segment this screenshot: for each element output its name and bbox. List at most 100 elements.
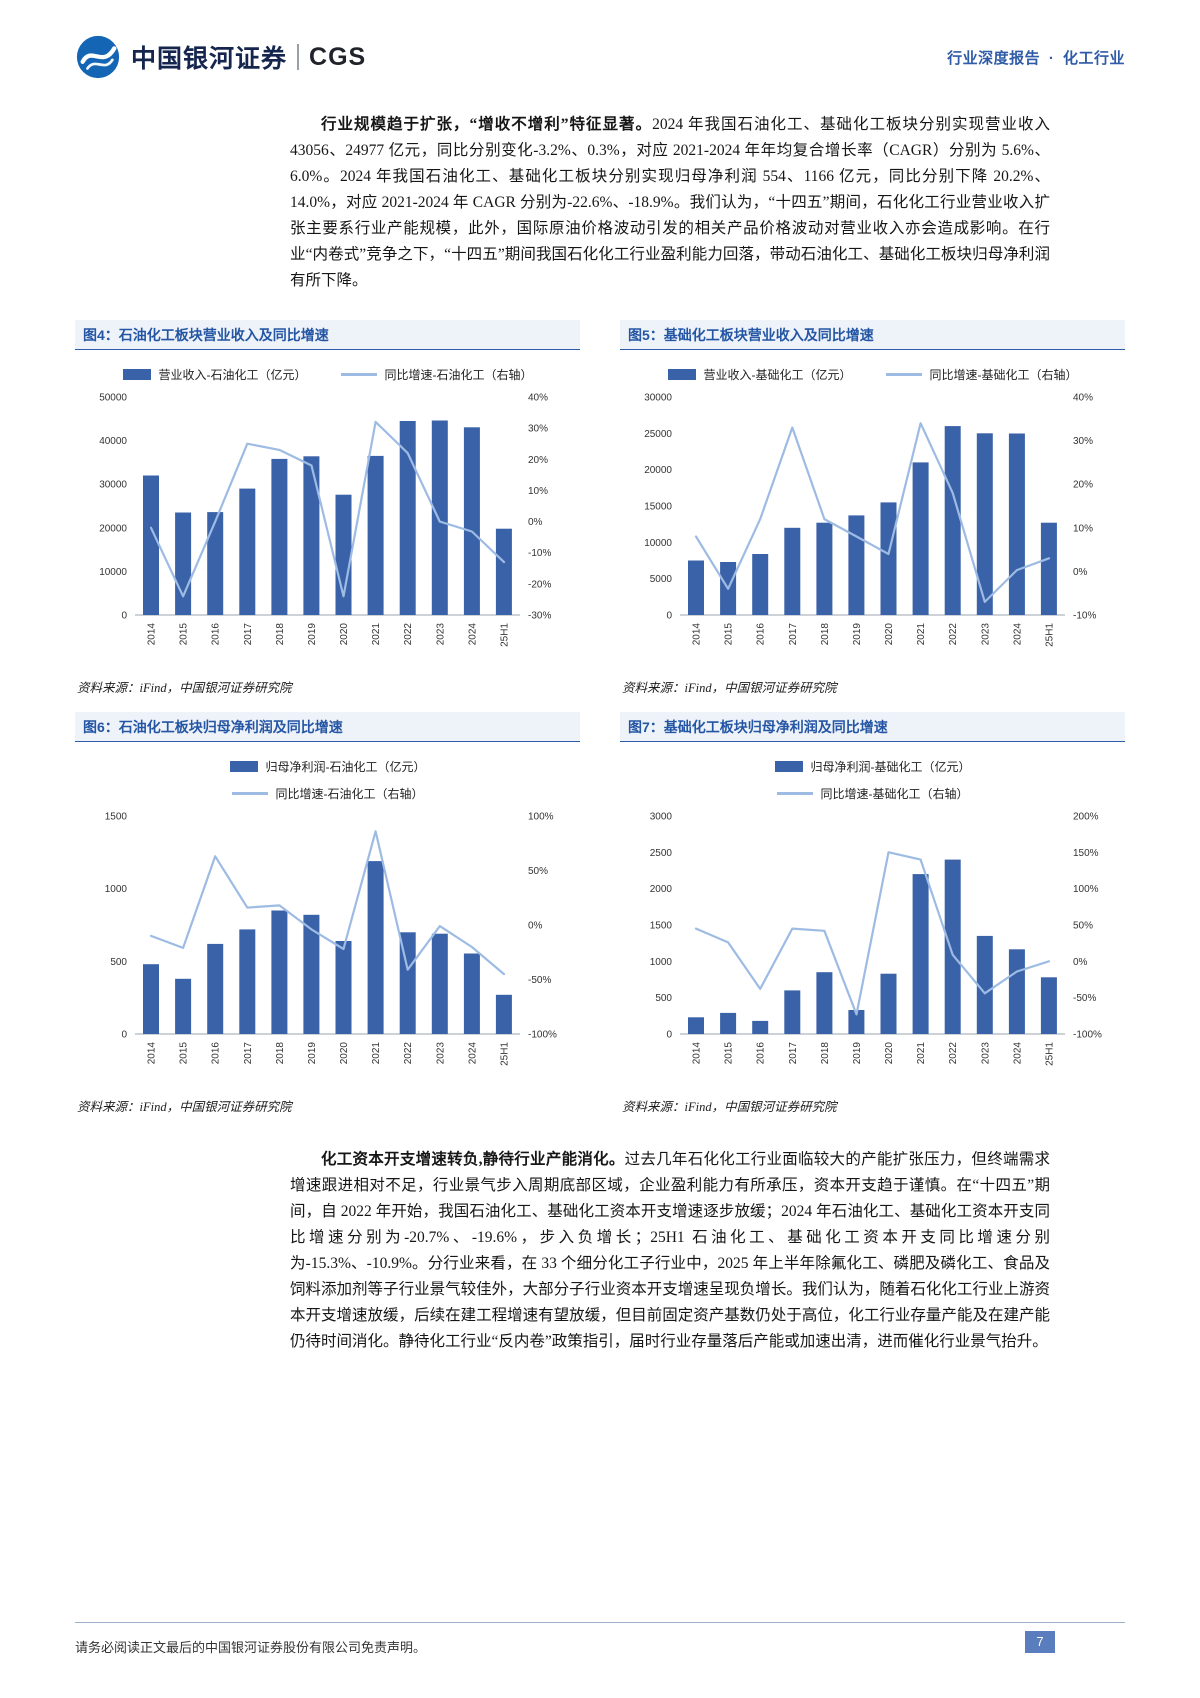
- svg-text:-30%: -30%: [528, 611, 551, 622]
- svg-text:2023: 2023: [980, 623, 991, 646]
- svg-text:2021: 2021: [916, 623, 927, 646]
- line-swatch-icon: [885, 373, 922, 376]
- brand-divider: [297, 44, 300, 70]
- figure-5-legend: 营业收入-基础化工（亿元） 同比增速-基础化工（右轴）: [620, 366, 1125, 383]
- figure-5-source: 资料来源：iFind，中国银河证券研究院: [622, 681, 837, 695]
- svg-text:2022: 2022: [403, 623, 414, 646]
- chart-canvas: 0 5000 10000 15000 20000 25000 30000 -10% 0% 10% 2…: [644, 393, 1096, 647]
- svg-text:30000: 30000: [644, 393, 672, 404]
- svg-text:2023: 2023: [435, 1042, 446, 1065]
- svg-text:2020: 2020: [339, 623, 350, 646]
- legend-item-line: 同比增速-基础化工（右轴）: [885, 366, 1078, 383]
- industry-label: 化工行业: [1062, 49, 1125, 67]
- svg-text:10000: 10000: [644, 538, 672, 549]
- svg-text:2019: 2019: [852, 1042, 863, 1065]
- figure-7-legend: 归母净利润-基础化工（亿元） 同比增速-基础化工（右轴）: [620, 758, 1125, 802]
- svg-text:0%: 0%: [1073, 567, 1088, 578]
- svg-text:20000: 20000: [99, 523, 127, 534]
- figure-4-source: 资料来源：iFind，中国银河证券研究院: [77, 681, 292, 695]
- legend-label: 营业收入-石油化工（亿元）: [158, 368, 307, 382]
- svg-text:2023: 2023: [435, 623, 446, 646]
- svg-text:1500: 1500: [650, 921, 673, 932]
- figure-6-chart: 0 500 1000 1500 -100% -50% 0% 50% 100% 2014 2015 20…: [75, 802, 580, 1092]
- svg-text:25H1: 25H1: [1044, 623, 1055, 647]
- svg-text:-100%: -100%: [528, 1030, 557, 1041]
- legend-item-line: 同比增速-石油化工（右轴）: [231, 785, 424, 802]
- bar-swatch-icon: [774, 761, 803, 772]
- galaxy-logo-icon: [75, 34, 121, 80]
- svg-text:2022: 2022: [948, 623, 959, 646]
- svg-text:20%: 20%: [1073, 480, 1093, 491]
- svg-text:2500: 2500: [650, 848, 673, 859]
- bar-swatch-icon: [667, 369, 696, 380]
- paragraph-1: 行业规模趋于扩张，“增收不增利”特征显著。2024 年我国石油化工、基础化工板块…: [290, 112, 1050, 294]
- svg-text:2019: 2019: [852, 623, 863, 646]
- svg-text:2024: 2024: [467, 623, 478, 646]
- figure-grid: 图4：石油化工板块营业收入及同比增速 营业收入-石油化工（亿元） 同比增速-石油化…: [75, 320, 1125, 1115]
- legend-item-line: 同比增速-基础化工（右轴）: [776, 785, 969, 802]
- svg-text:15000: 15000: [644, 502, 672, 513]
- svg-text:2018: 2018: [275, 1042, 286, 1065]
- svg-text:2018: 2018: [820, 1042, 831, 1065]
- legend-label: 同比增速-基础化工（右轴）: [929, 368, 1078, 382]
- svg-text:2021: 2021: [371, 623, 382, 646]
- svg-text:2021: 2021: [916, 1042, 927, 1065]
- svg-text:2020: 2020: [339, 1042, 350, 1065]
- svg-text:2015: 2015: [724, 623, 735, 646]
- svg-text:100%: 100%: [1073, 884, 1099, 895]
- svg-text:-50%: -50%: [1073, 993, 1096, 1004]
- dot-separator: ·: [1048, 49, 1055, 67]
- svg-text:2014: 2014: [692, 623, 703, 646]
- figure-5-chart: 0 5000 10000 15000 20000 25000 30000 -10% 0% 10% 2…: [620, 383, 1125, 673]
- svg-text:2019: 2019: [307, 623, 318, 646]
- svg-text:2017: 2017: [243, 623, 254, 646]
- line-swatch-icon: [231, 792, 268, 795]
- svg-text:3000: 3000: [650, 812, 673, 823]
- svg-text:0%: 0%: [528, 921, 543, 932]
- figure-6-source: 资料来源：iFind，中国银河证券研究院: [77, 1100, 292, 1114]
- svg-text:25H1: 25H1: [1044, 1042, 1055, 1066]
- report-type-label: 行业深度报告: [947, 49, 1041, 67]
- legend-label: 营业收入-基础化工（亿元）: [703, 368, 852, 382]
- figure-7-title: 图7：基础化工板块归母净利润及同比增速: [620, 712, 1125, 742]
- svg-text:50000: 50000: [99, 393, 127, 404]
- figure-7-chart: 0 500 1000 1500 2000 2500 3000 -100% -50% 0% 50% 10…: [620, 802, 1125, 1092]
- figure-6: 图6：石油化工板块归母净利润及同比增速 归母净利润-石油化工（亿元） 同比增速-石…: [75, 712, 580, 1115]
- svg-text:2000: 2000: [650, 884, 673, 895]
- svg-text:2016: 2016: [211, 623, 222, 646]
- svg-text:40%: 40%: [528, 393, 548, 404]
- svg-text:0: 0: [666, 1030, 672, 1041]
- figure-5: 图5：基础化工板块营业收入及同比增速 营业收入-基础化工（亿元） 同比增速-基础化…: [620, 320, 1125, 696]
- chart-canvas: 0 500 1000 1500 2000 2500 3000 -100% -50% 0% 50% 10…: [650, 812, 1102, 1066]
- legend-label: 同比增速-基础化工（右轴）: [820, 787, 969, 801]
- figure-4-chart: 0 10000 20000 30000 40000 50000 -30% -20% -10% 0%…: [75, 383, 580, 673]
- svg-text:2015: 2015: [179, 1042, 190, 1065]
- legend-label: 同比增速-石油化工（右轴）: [275, 787, 424, 801]
- svg-text:0: 0: [121, 611, 127, 622]
- report-category: 行业深度报告 · 化工行业: [943, 47, 1125, 68]
- svg-text:25H1: 25H1: [499, 1042, 510, 1066]
- disclaimer-text: 请务必阅读正文最后的中国银河证券股份有限公司免责声明。: [75, 1640, 427, 1655]
- svg-text:200%: 200%: [1073, 812, 1099, 823]
- svg-text:40%: 40%: [1073, 393, 1093, 404]
- figure-6-legend: 归母净利润-石油化工（亿元） 同比增速-石油化工（右轴）: [75, 758, 580, 802]
- paragraph-2-body: 过去几年石化化工行业面临较大的产能扩张压力，但终端需求增速跟进相对不足，行业景气…: [290, 1151, 1050, 1350]
- legend-label: 归母净利润-石油化工（亿元）: [265, 760, 426, 774]
- svg-text:2015: 2015: [724, 1042, 735, 1065]
- svg-text:50%: 50%: [1073, 921, 1093, 932]
- svg-text:2017: 2017: [788, 623, 799, 646]
- svg-text:2017: 2017: [243, 1042, 254, 1065]
- legend-item-bar: 营业收入-基础化工（亿元）: [667, 366, 852, 383]
- figure-5-title: 图5：基础化工板块营业收入及同比增速: [620, 320, 1125, 350]
- figure-7-source: 资料来源：iFind，中国银河证券研究院: [622, 1100, 837, 1114]
- paragraph-capex: 化工资本开支增速转负,静待行业产能消化。过去几年石化化工行业面临较大的产能扩张压…: [290, 1147, 1050, 1355]
- svg-text:2018: 2018: [275, 623, 286, 646]
- svg-text:20%: 20%: [528, 455, 548, 466]
- page-number: 7: [1025, 1631, 1055, 1653]
- page-footer: 请务必阅读正文最后的中国银河证券股份有限公司免责声明。 7: [75, 1622, 1125, 1656]
- svg-text:500: 500: [655, 993, 672, 1004]
- svg-text:2024: 2024: [1012, 1042, 1023, 1065]
- svg-text:150%: 150%: [1073, 848, 1099, 859]
- svg-text:0: 0: [121, 1030, 127, 1041]
- chart-canvas: 0 500 1000 1500 -100% -50% 0% 50% 100% 2014 2015 20…: [105, 812, 557, 1066]
